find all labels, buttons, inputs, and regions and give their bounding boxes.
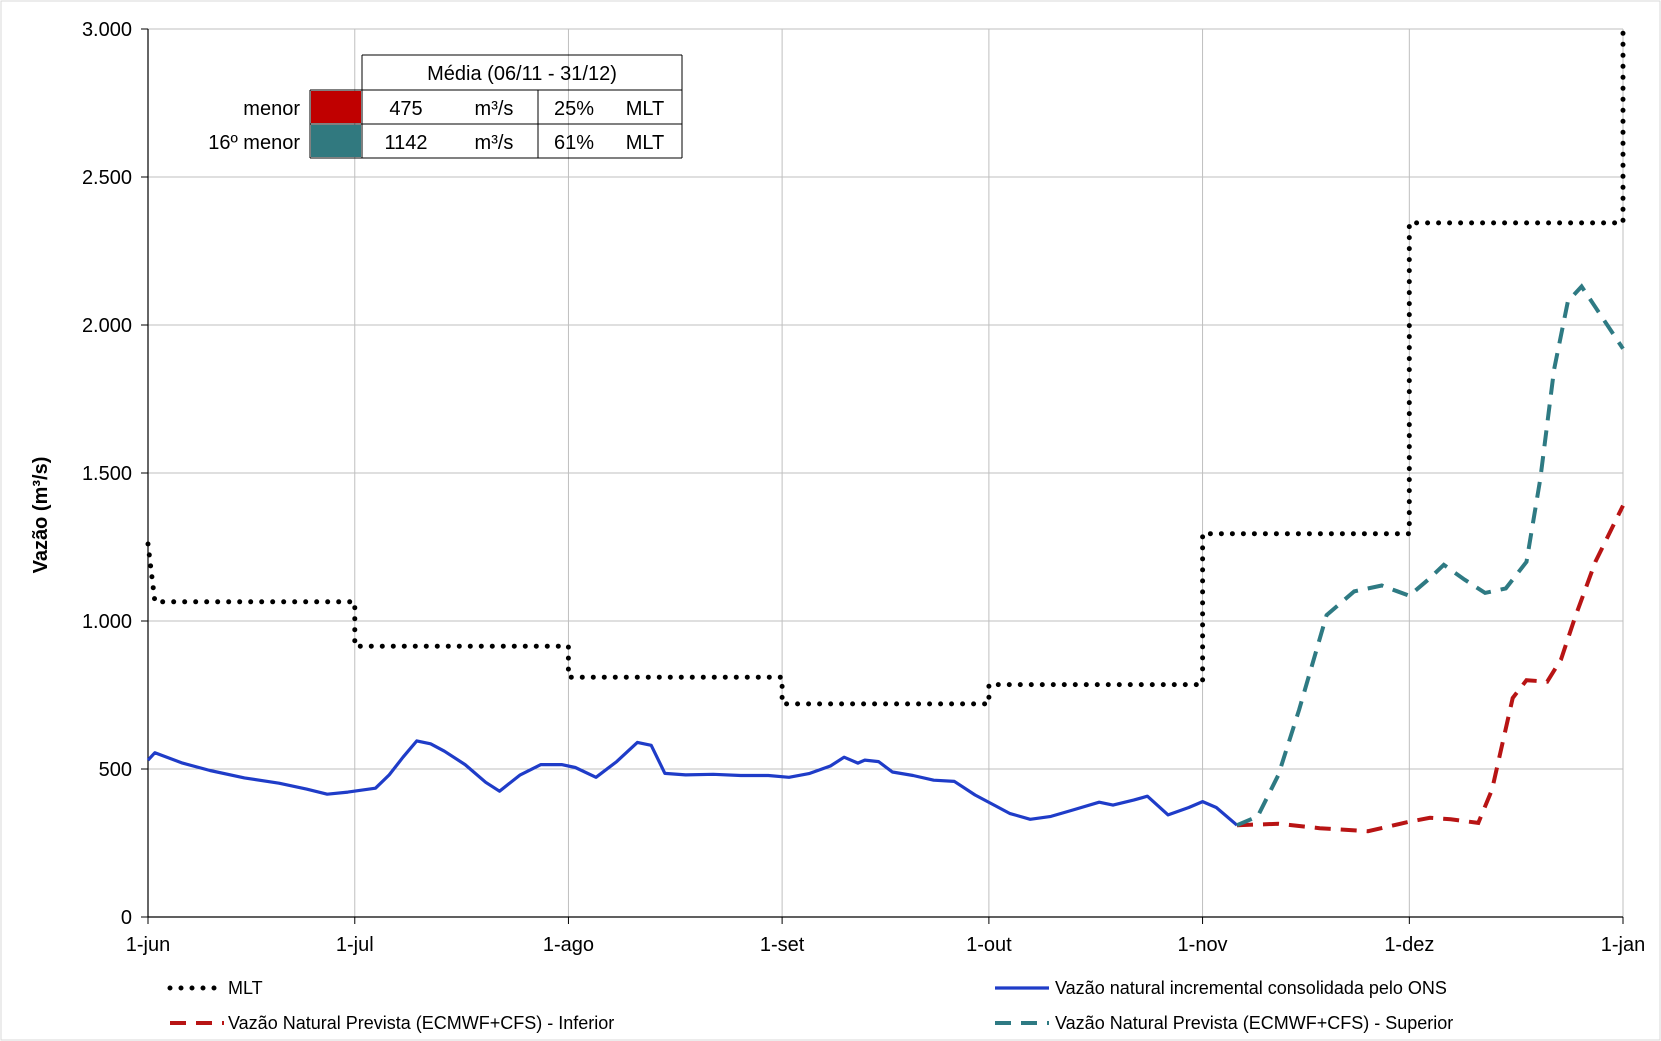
x-tick-label: 1-set — [760, 934, 805, 956]
series-line-1 — [146, 739, 1239, 827]
y-tick-label: 0 — [121, 907, 132, 929]
y-axis-title: Vazão (m³/s) — [30, 457, 52, 574]
y-tick-label: 1.500 — [82, 463, 132, 485]
y-tick-label: 2.500 — [82, 167, 132, 189]
legend-label-3: Vazão Natural Prevista (ECMWF+CFS) - Sup… — [1055, 1013, 1453, 1033]
axes: 0 500 1.000 1.500 2.000 2.500 3.000 1-jun 1-jul 1… — [82, 19, 1645, 956]
table-percent: 25% — [554, 98, 594, 120]
table-percent: 61% — [554, 132, 594, 154]
table-unit: m³/s — [475, 98, 514, 120]
legend-label-1: Vazão natural incremental consolidada pe… — [1055, 978, 1447, 998]
y-tick-label: 3.000 — [82, 19, 132, 41]
x-tick-label: 1-out — [966, 934, 1012, 956]
table-color-swatch — [311, 91, 361, 123]
y-tick-label: 2.000 — [82, 315, 132, 337]
legend: MLT Vazão natural incremental consolidada… — [167, 978, 1453, 1033]
table-value: 1142 — [384, 132, 427, 154]
series-line-2 — [1236, 504, 1625, 834]
legend-label-0: MLT — [228, 978, 263, 998]
series-lines — [145, 26, 1626, 834]
table-header: Média (06/11 - 31/12) — [427, 63, 617, 85]
y-tick-label: 1.000 — [82, 611, 132, 633]
table-ref: MLT — [626, 132, 665, 154]
table-color-swatch — [311, 125, 361, 157]
table-value: 475 — [389, 98, 422, 120]
x-tick-label: 1-nov — [1178, 934, 1228, 956]
table-ref: MLT — [626, 98, 665, 120]
x-tick-label: 1-dez — [1384, 934, 1434, 956]
x-tick-label: 1-jul — [336, 934, 374, 956]
inset-table: Média (06/11 - 31/12) menor 475 m³/s 25% MLT 1… — [208, 54, 683, 159]
table-unit: m³/s — [475, 132, 514, 154]
table-row-label: menor — [243, 98, 300, 120]
x-tick-label: 1-jan — [1601, 934, 1645, 956]
x-tick-label: 1-jun — [126, 934, 170, 956]
series-line-3 — [1236, 283, 1625, 828]
table-row-label: 16º menor — [208, 132, 300, 154]
grid — [147, 28, 1624, 918]
y-tick-label: 500 — [99, 759, 132, 781]
legend-label-2: Vazão Natural Prevista (ECMWF+CFS) - Inf… — [228, 1013, 614, 1033]
series-line-0 — [145, 26, 1626, 707]
x-tick-label: 1-ago — [543, 934, 594, 956]
